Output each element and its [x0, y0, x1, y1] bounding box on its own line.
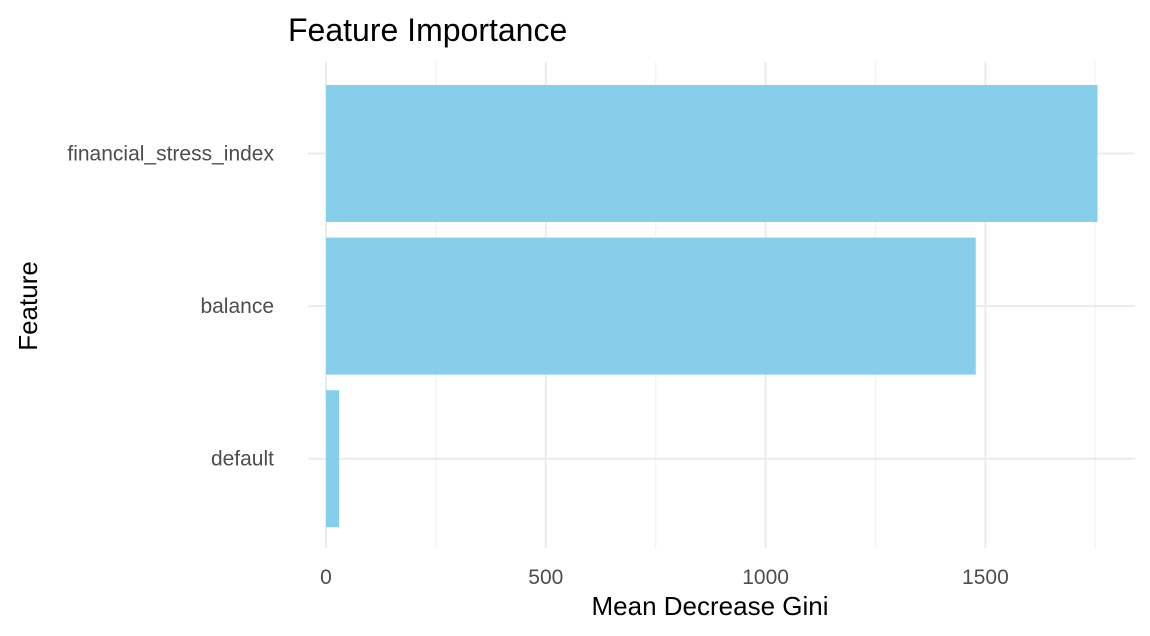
bars: [326, 85, 1098, 528]
x-tick-labels: 0 500 1000 1500: [320, 566, 1009, 589]
x-tick-label: 1500: [962, 566, 1009, 589]
y-tick-label: balance: [200, 295, 274, 318]
chart-title: Feature Importance: [288, 12, 567, 48]
x-tick-label: 500: [528, 566, 563, 589]
x-axis-title: Mean Decrease Gini: [592, 591, 829, 621]
x-tick-label: 0: [320, 566, 332, 589]
y-tick-label: financial_stress_index: [67, 143, 274, 166]
x-tick-label: 1000: [742, 566, 789, 589]
y-axis-title: Feature: [13, 261, 43, 351]
bar-balance: [326, 237, 976, 375]
bar-financial-stress-index: [326, 85, 1098, 222]
bar-default: [326, 390, 340, 528]
y-tick-label: default: [211, 448, 274, 471]
